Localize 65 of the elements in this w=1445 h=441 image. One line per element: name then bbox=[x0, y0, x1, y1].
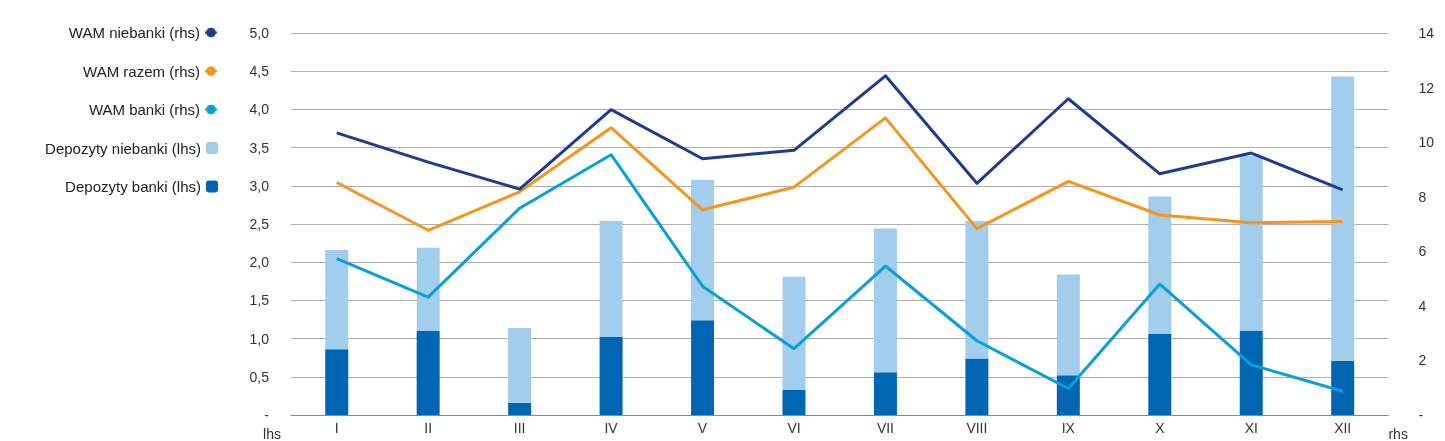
bar bbox=[599, 337, 623, 415]
bar bbox=[1056, 274, 1080, 376]
y2-tick-label: 4 bbox=[1418, 297, 1427, 314]
bar bbox=[1239, 330, 1263, 415]
bar bbox=[508, 402, 532, 415]
x-tick-label: I bbox=[334, 420, 339, 436]
y-tick-label: 0,5 bbox=[249, 368, 270, 385]
bar bbox=[782, 276, 806, 390]
bar bbox=[1239, 156, 1263, 331]
y2-tick-label: 12 bbox=[1418, 79, 1435, 96]
line-series bbox=[335, 116, 1345, 232]
bar bbox=[965, 358, 989, 415]
legend-label: Depozyty banki (lhs) bbox=[65, 178, 201, 195]
bar bbox=[325, 249, 349, 350]
legend-label: WAM razem (rhs) bbox=[83, 62, 200, 80]
y-tick-label: 2,5 bbox=[249, 216, 270, 232]
y2-tick-label: 6 bbox=[1418, 243, 1427, 260]
y-tick-label: 1,5 bbox=[249, 292, 270, 309]
bar bbox=[1148, 334, 1172, 415]
y2-tick-label: 8 bbox=[1418, 188, 1427, 205]
x-tick-label: XI bbox=[1244, 420, 1258, 436]
line-series bbox=[335, 153, 1345, 393]
y-tick-label: 1,0 bbox=[249, 330, 270, 347]
y-tick-label: 3,5 bbox=[249, 139, 270, 156]
x-tick-label: X bbox=[1155, 420, 1166, 436]
x-tick-label: IV bbox=[604, 420, 619, 436]
bar bbox=[416, 330, 440, 415]
bar bbox=[325, 349, 349, 415]
bar bbox=[965, 220, 989, 359]
x-tick-label: VI bbox=[787, 420, 801, 436]
x-tick-label: IX bbox=[1061, 420, 1076, 436]
bar bbox=[1148, 196, 1172, 335]
bar bbox=[508, 327, 532, 403]
x-tick-label: III bbox=[513, 420, 526, 436]
legend-label: WAM banki (rhs) bbox=[88, 101, 200, 118]
y2-tick-label: - bbox=[1418, 407, 1424, 423]
y2-axis-title: rhs bbox=[1388, 426, 1408, 441]
x-tick-label: XII bbox=[1334, 420, 1352, 436]
bar bbox=[1056, 375, 1080, 415]
legend-label: WAM niebanki (rhs) bbox=[68, 24, 200, 41]
x-tick-label: V bbox=[697, 420, 708, 436]
y-tick-label: 2,0 bbox=[249, 254, 270, 271]
y2-tick-label: 2 bbox=[1418, 352, 1427, 369]
bar bbox=[782, 389, 806, 415]
bar bbox=[873, 372, 897, 415]
bar bbox=[416, 247, 440, 331]
line-series bbox=[335, 74, 1345, 192]
bar bbox=[599, 220, 623, 338]
bar bbox=[1331, 76, 1355, 361]
y2-tick-label: 10 bbox=[1418, 134, 1435, 151]
y-tick-label: 5,0 bbox=[249, 25, 270, 41]
y-axis-title: lhs bbox=[263, 426, 281, 441]
bar bbox=[691, 320, 715, 415]
bar bbox=[691, 179, 715, 321]
x-tick-label: VIII bbox=[966, 420, 988, 436]
x-tick-label: II bbox=[424, 420, 433, 436]
y-tick-label: 4,5 bbox=[249, 63, 270, 80]
bar bbox=[1331, 360, 1355, 415]
x-tick-label: VII bbox=[876, 420, 894, 436]
y-tick-label: 4,0 bbox=[249, 101, 270, 118]
y-tick-label: - bbox=[264, 407, 270, 423]
y2-tick-label: 14 bbox=[1418, 25, 1435, 41]
bar bbox=[873, 228, 897, 373]
y-tick-label: 3,0 bbox=[249, 177, 270, 194]
legend-label: Depozyty niebanki (lhs) bbox=[45, 139, 201, 157]
